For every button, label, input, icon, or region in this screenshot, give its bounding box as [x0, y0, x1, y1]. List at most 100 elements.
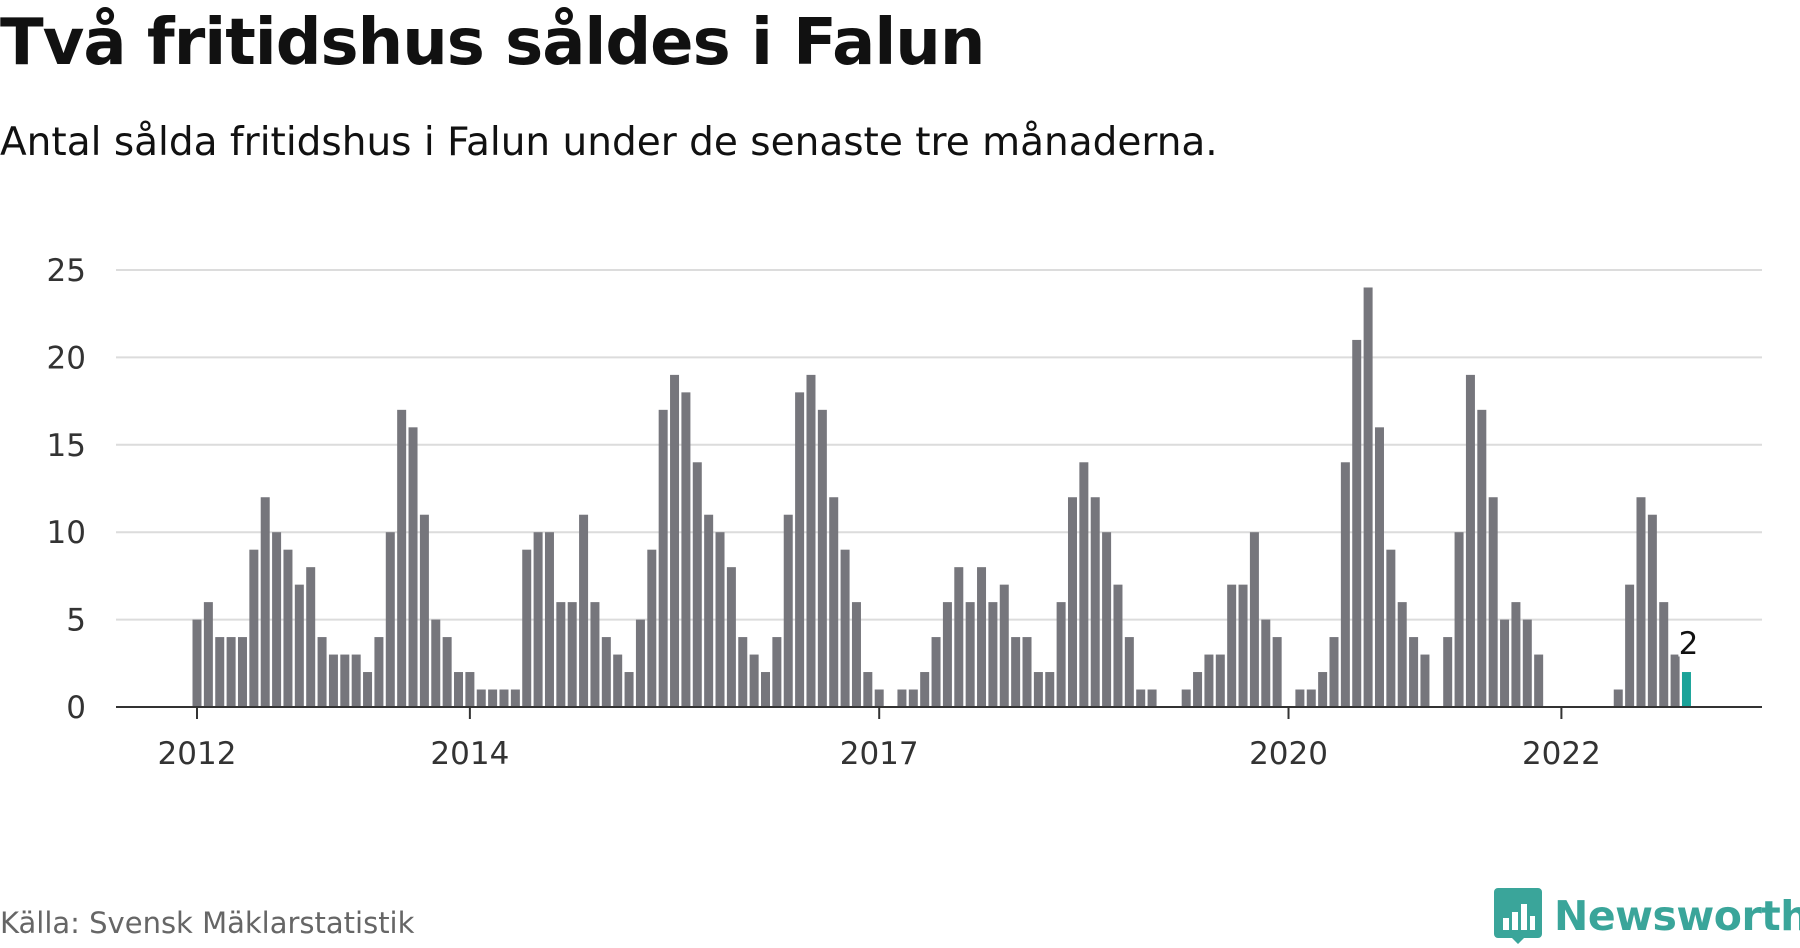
bar — [1238, 584, 1248, 707]
bars — [192, 287, 1691, 707]
bar — [1409, 637, 1419, 707]
bar — [294, 584, 304, 707]
source-note: Källa: Svensk Mäklarstatistik — [0, 906, 415, 940]
bar — [476, 689, 486, 707]
bar — [999, 584, 1009, 707]
bar — [1454, 532, 1464, 707]
bar — [249, 549, 259, 707]
bar — [1102, 532, 1112, 707]
bar — [738, 637, 748, 707]
bar — [647, 549, 657, 707]
bar — [1522, 619, 1532, 707]
bar — [1204, 654, 1214, 707]
bar — [431, 619, 441, 707]
bar — [863, 672, 873, 707]
bar — [1340, 462, 1350, 707]
bar — [658, 409, 668, 707]
bar — [328, 654, 338, 707]
bar — [442, 637, 452, 707]
bar — [1329, 637, 1339, 707]
bar — [715, 532, 725, 707]
bar — [1488, 497, 1498, 707]
bar — [840, 549, 850, 707]
bar — [1397, 602, 1407, 707]
bar — [1465, 374, 1475, 707]
bar — [1318, 672, 1328, 707]
bar — [1249, 532, 1259, 707]
bar — [783, 514, 793, 707]
bar — [1022, 637, 1032, 707]
bar — [761, 672, 770, 707]
bar — [772, 637, 782, 707]
page-subtitle: Antal sålda fritidshus i Falun under de … — [0, 120, 1218, 165]
bar — [556, 602, 566, 707]
brand-name: Newsworthy — [1554, 892, 1800, 940]
bar — [965, 602, 975, 707]
bar — [1033, 672, 1043, 707]
newsworthy-logo-icon — [1494, 888, 1542, 944]
bar — [829, 497, 839, 707]
bar — [1534, 654, 1544, 707]
bar — [1011, 637, 1021, 707]
bar — [749, 654, 759, 707]
bar — [272, 532, 282, 707]
bar — [488, 689, 498, 707]
bar — [1056, 602, 1066, 707]
bar — [977, 567, 987, 707]
bar — [317, 637, 327, 707]
bar — [954, 567, 964, 707]
y-tick-label-25: 25 — [47, 253, 86, 289]
y-tick-label-5: 5 — [66, 603, 86, 639]
bar — [363, 672, 373, 707]
bar — [795, 392, 805, 707]
brand-logo[interactable]: Newsworthy — [1494, 888, 1800, 944]
bar — [1147, 689, 1157, 707]
bar — [385, 532, 395, 707]
bar — [340, 654, 350, 707]
y-tick-label-20: 20 — [47, 340, 86, 376]
bar — [908, 689, 918, 707]
bar — [454, 672, 464, 707]
bar — [1067, 497, 1077, 707]
bar — [1613, 689, 1623, 707]
bar — [1215, 654, 1225, 707]
bar — [624, 672, 634, 707]
bar — [351, 654, 361, 707]
bar — [579, 514, 589, 707]
bar — [1352, 339, 1362, 707]
bar — [635, 619, 645, 707]
bar — [1374, 427, 1384, 707]
bar — [1670, 654, 1680, 707]
page-title: Två fritidshus såldes i Falun — [0, 6, 985, 80]
bar — [1113, 584, 1123, 707]
bar-highlight — [1681, 672, 1691, 707]
bar — [510, 689, 520, 707]
bar — [988, 602, 998, 707]
bar — [1090, 497, 1100, 707]
bar — [237, 637, 247, 707]
bar — [567, 602, 577, 707]
bar — [203, 602, 213, 707]
bar — [1477, 409, 1487, 707]
bar — [533, 532, 543, 707]
x-tick-label-2012: 2012 — [158, 736, 237, 772]
bar — [1386, 549, 1396, 707]
bar — [601, 637, 611, 707]
bar — [851, 602, 861, 707]
y-tick-label-0: 0 — [66, 690, 86, 726]
bar — [590, 602, 600, 707]
bar — [215, 637, 225, 707]
bar — [1079, 462, 1089, 707]
x-tick-label-2020: 2020 — [1249, 736, 1328, 772]
bar — [1181, 689, 1191, 707]
annotations: 2 — [1676, 624, 1701, 665]
bar — [374, 637, 384, 707]
bar — [397, 409, 407, 707]
bar — [942, 602, 952, 707]
bar — [419, 514, 429, 707]
bar — [806, 374, 816, 707]
bar — [1636, 497, 1646, 707]
x-tick-label-2014: 2014 — [430, 736, 509, 772]
bar — [670, 374, 680, 707]
